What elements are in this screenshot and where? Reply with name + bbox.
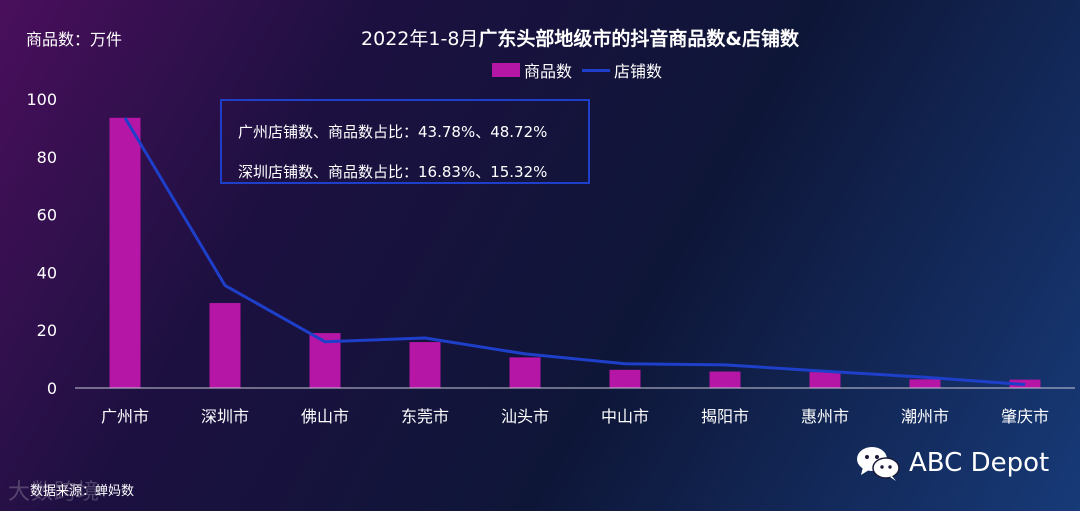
legend-line-label: 店铺数 [614,62,663,81]
bar-惠州市 [809,372,841,388]
x-tick-label: 佛山市 [301,407,349,426]
legend: 商品数 店铺数 [492,58,672,82]
x-tick-label: 广州市 [101,407,149,426]
y-tick-label: 20 [37,321,57,340]
chart-title-main: 广东头部地级市的抖音商品数&店铺数 [478,28,799,50]
x-tick-label: 汕头市 [501,407,549,426]
y-axis-ticks: 0 20 40 60 80 100 [26,90,57,398]
annotation-guangzhou: 广州店铺数、商品数占比：43.78%、48.72% [238,123,548,141]
legend-line-swatch [582,68,611,72]
y-tick-label: 80 [37,148,57,167]
legend-item-line: 店铺数 [582,58,662,82]
bar-潮州市 [909,379,941,388]
wechat-icon [857,447,900,481]
brand-name: ABC Depot [909,448,1050,478]
chart-title: 2022年1-8月广东头部地级市的抖音商品数&店铺数 [0,24,1080,51]
y-tick-label: 60 [37,206,57,225]
data-source-label: 数据来源：蝉妈数 [30,484,135,499]
brand-logo: ABC Depot [855,444,1049,482]
annotation-box: 广州店铺数、商品数占比：43.78%、48.72% 深圳店铺数、商品数占比：16… [220,99,590,184]
x-tick-label: 惠州市 [801,407,849,426]
watermark: 大数跨境 [8,480,101,505]
x-tick-label: 潮州市 [901,407,949,426]
annotation-shenzhen: 深圳店铺数、商品数占比：16.83%、15.32% [238,163,548,181]
y-axis-unit-label: 商品数：万件 [26,30,123,49]
legend-bar-label: 商品数 [524,62,573,81]
x-tick-label: 东莞市 [401,407,449,426]
bar-广州市 [109,117,141,388]
y-tick-label: 100 [26,90,57,109]
bar-深圳市 [209,303,241,388]
legend-bar-swatch [492,63,520,77]
line-store-count [123,117,1026,387]
x-tick-label: 揭阳市 [701,407,749,426]
line-series [123,117,1026,387]
x-tick-label: 肇庆市 [1001,407,1049,426]
bar-中山市 [609,369,641,388]
chart-title-prefix: 2022年1-8月 [361,28,479,50]
bar-series [109,117,1041,388]
y-tick-label: 40 [37,263,57,282]
y-tick-label: 0 [47,379,57,398]
x-axis-ticks: 广州市 深圳市 佛山市 东莞市 汕头市 中山市 揭阳市 惠州市 潮州市 肇庆市 [101,407,1049,426]
bar-东莞市 [409,342,441,388]
legend-item-bar: 商品数 [492,58,572,82]
x-tick-label: 中山市 [601,407,649,426]
x-tick-label: 深圳市 [201,407,249,426]
bar-揭阳市 [709,371,741,388]
bar-汕头市 [509,357,541,388]
